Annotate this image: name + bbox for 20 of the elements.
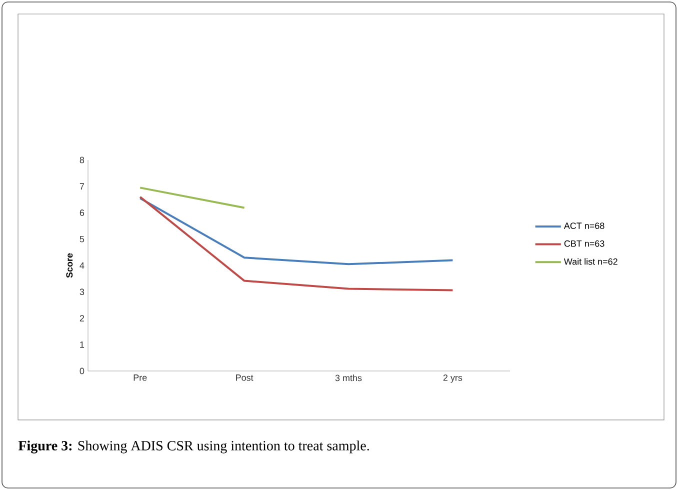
x-tick-label: 3 mths [335, 374, 362, 382]
legend-label: Wait list n=62 [564, 258, 618, 265]
x-tick-label: Pre [134, 374, 147, 381]
y-axis-title: Score [66, 253, 73, 278]
line-series [139, 197, 454, 266]
y-tick-label: 4 [80, 262, 84, 269]
y-tick-label: 2 [80, 315, 84, 322]
y-tick-label: 6 [80, 210, 84, 216]
text: Figure 3: Showing ADIS CSR using intention to treat sample. [18, 440, 369, 454]
legend-label: CBT n=63 [564, 240, 604, 247]
y-tick-label: 1 [80, 342, 84, 348]
y-tick-label: 8 [80, 156, 84, 164]
y-tick-label: 5 [80, 236, 84, 242]
y-tick-label: 7 [80, 183, 84, 190]
x-tick-label: 2 yrs [443, 374, 462, 383]
x-tick-label: Post [236, 374, 254, 381]
y-tick-label: 0 [80, 368, 84, 374]
y-tick-label: 3 [80, 288, 84, 296]
legend-label: ACT n=68 [564, 222, 604, 229]
line-series [139, 196, 454, 292]
